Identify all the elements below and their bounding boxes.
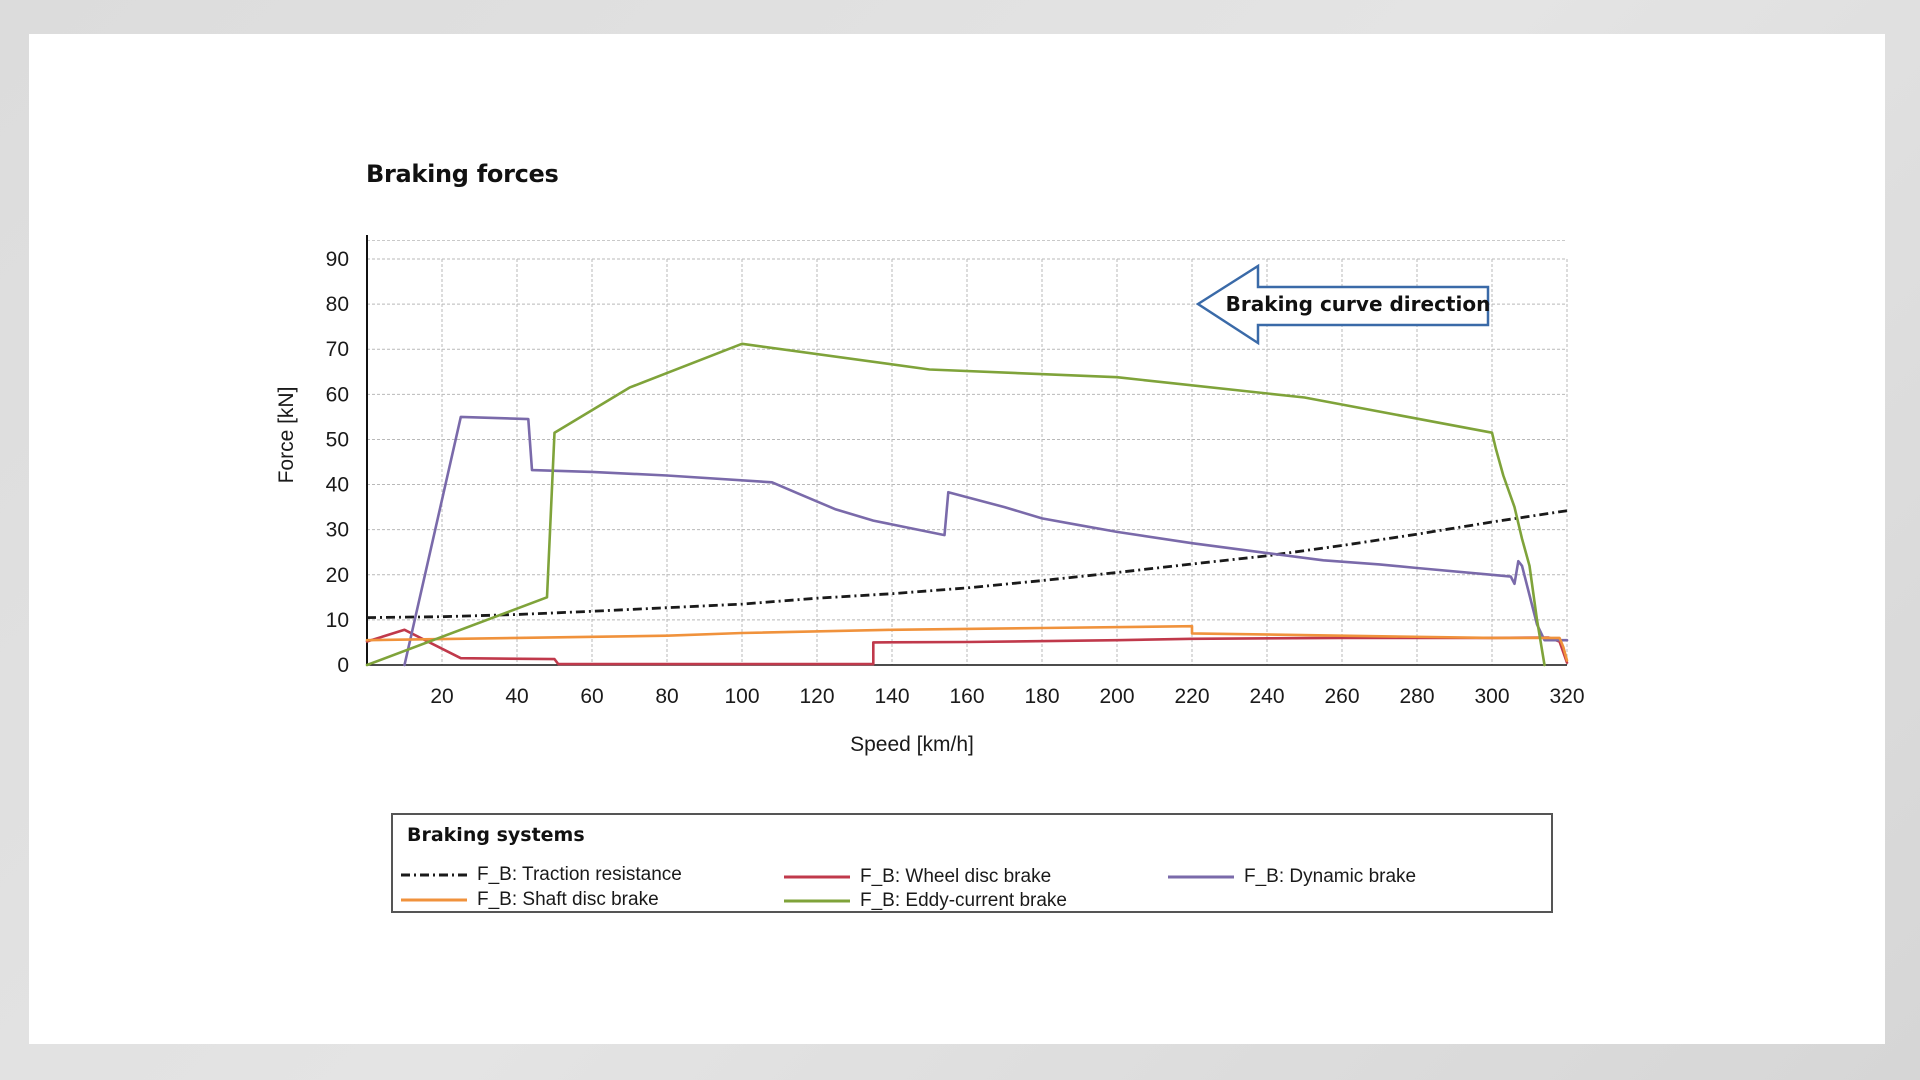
x-tick-label: 20 bbox=[430, 685, 453, 708]
legend-item-shaft-disc-brake: F_B: Shaft disc brake bbox=[401, 889, 659, 911]
y-tick-label: 0 bbox=[337, 654, 349, 677]
series-line-eddy-current-brake bbox=[365, 342, 1546, 667]
legend-label: F_B: Traction resistance bbox=[477, 864, 682, 885]
series-line-shaft-disc-brake bbox=[365, 624, 1569, 662]
legend-item-wheel-disc-brake: F_B: Wheel disc brake bbox=[784, 866, 1051, 888]
y-tick-label: 60 bbox=[326, 383, 349, 406]
y-tick-label: 70 bbox=[326, 338, 349, 361]
x-tick-label: 320 bbox=[1549, 685, 1584, 708]
legend-label: F_B: Shaft disc brake bbox=[477, 889, 659, 910]
x-tick-label: 120 bbox=[799, 685, 834, 708]
legend-label: F_B: Dynamic brake bbox=[1244, 866, 1417, 887]
tick-labels: 20 40 60 80 100 120 140 160 180 200 220 240 260 280 30… bbox=[326, 248, 1585, 708]
x-axis-label: Speed [km/h] bbox=[850, 733, 974, 756]
legend-swatch-traction-resistance bbox=[401, 873, 467, 877]
x-tick-label: 240 bbox=[1249, 685, 1284, 708]
x-tick-label: 160 bbox=[949, 685, 984, 708]
x-tick-label: 100 bbox=[724, 685, 759, 708]
x-tick-label: 300 bbox=[1474, 685, 1509, 708]
legend-item-traction-resistance: F_B: Traction resistance bbox=[401, 864, 682, 886]
y-tick-label: 40 bbox=[326, 474, 349, 497]
x-tick-label: 140 bbox=[874, 685, 909, 708]
y-tick-label: 20 bbox=[326, 564, 349, 587]
x-tick-label: 80 bbox=[655, 685, 678, 708]
x-tick-label: 180 bbox=[1024, 685, 1059, 708]
series-line-dynamic-brake bbox=[403, 415, 1569, 667]
series-lines bbox=[365, 342, 1569, 667]
x-tick-label: 60 bbox=[580, 685, 603, 708]
legend-swatch-wheel-disc-brake bbox=[784, 875, 850, 879]
y-tick-label: 30 bbox=[326, 519, 349, 542]
legend-label: F_B: Eddy-current brake bbox=[860, 890, 1067, 911]
x-tick-label: 220 bbox=[1174, 685, 1209, 708]
direction-arrow: Braking curve direction bbox=[1195, 263, 1491, 346]
x-tick-label: 260 bbox=[1324, 685, 1359, 708]
chart-title: Braking forces bbox=[366, 160, 559, 188]
x-tick-label: 40 bbox=[505, 685, 528, 708]
legend-item-dynamic-brake: F_B: Dynamic brake bbox=[1168, 866, 1416, 888]
y-tick-label: 80 bbox=[326, 293, 349, 316]
legend-swatch-eddy-current-brake bbox=[784, 899, 850, 903]
y-tick-label: 90 bbox=[326, 248, 349, 271]
legend-swatch-dynamic-brake bbox=[1168, 875, 1234, 879]
legend: Braking systems F_B: Traction resistance… bbox=[391, 813, 1553, 913]
left-arrow-icon bbox=[1195, 263, 1490, 346]
legend-title: Braking systems bbox=[407, 824, 585, 846]
y-tick-label: 50 bbox=[326, 428, 349, 451]
legend-item-eddy-current-brake: F_B: Eddy-current brake bbox=[784, 890, 1067, 912]
legend-label: F_B: Wheel disc brake bbox=[860, 866, 1052, 887]
x-tick-label: 200 bbox=[1099, 685, 1134, 708]
y-tick-label: 10 bbox=[326, 609, 349, 632]
arrow-label: Braking curve direction bbox=[1226, 292, 1491, 316]
x-tick-label: 280 bbox=[1399, 685, 1434, 708]
legend-swatch-shaft-disc-brake bbox=[401, 898, 467, 902]
y-axis-label: Force [kN] bbox=[275, 387, 298, 484]
